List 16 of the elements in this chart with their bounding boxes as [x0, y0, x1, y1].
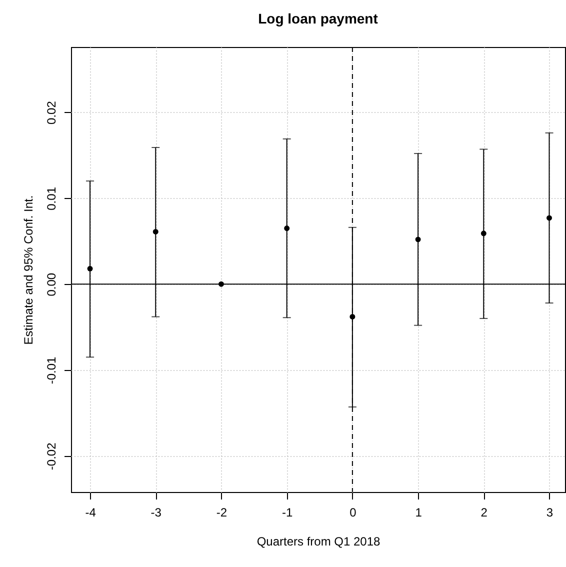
y-tick-label: 0.02: [44, 100, 58, 124]
y-tick-label: 0.00: [44, 272, 58, 296]
y-axis-title: Estimate and 95% Conf. Int.: [22, 195, 36, 345]
y-tick-label: -0.02: [44, 442, 58, 470]
x-tick-label: -3: [150, 506, 162, 520]
y-tick-label: 0.01: [44, 186, 58, 210]
chart-title: Log loan payment: [258, 10, 378, 26]
x-tick-label: 2: [480, 506, 488, 520]
x-tick-label: -4: [85, 506, 96, 520]
x-tick-label: -2: [216, 506, 228, 520]
x-tick-label: 1: [415, 506, 422, 520]
x-axis-title: Quarters from Q1 2018: [256, 534, 381, 548]
y-tick-label: -0.01: [44, 356, 58, 384]
x-tick-label: 3: [546, 506, 554, 520]
x-tick-label: 0: [350, 506, 357, 520]
x-tick-label: -1: [282, 506, 293, 520]
